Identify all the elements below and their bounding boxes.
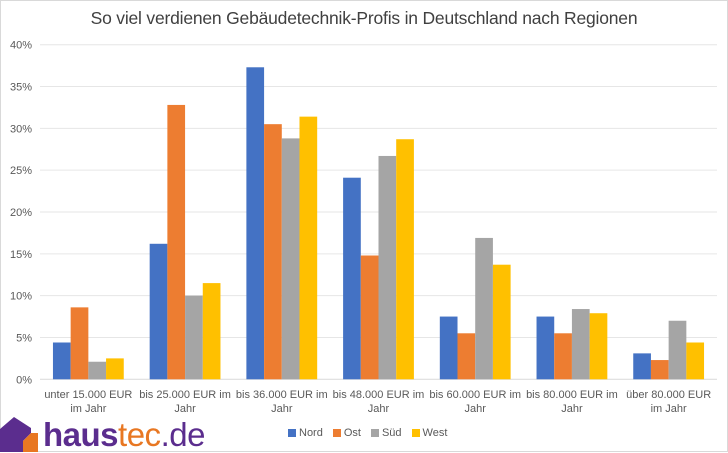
x-axis-labels: unter 15.000 EUR im Jahr bis 25.000 EUR im… — [44, 389, 711, 415]
y-tick-label: 5% — [16, 332, 32, 344]
x-tick-label: bis 25.000 EUR im — [139, 389, 231, 401]
bar-ost-3 — [360, 255, 379, 380]
y-tick-label: 25% — [10, 165, 32, 177]
legend: Nord Ost Süd West — [288, 427, 447, 439]
x-tick-label: Jahr — [561, 403, 583, 415]
y-tick-label: 30% — [10, 123, 32, 135]
bar-sued-0 — [88, 361, 107, 380]
legend-swatch — [288, 429, 296, 437]
legend-label: Süd — [381, 427, 402, 439]
bars — [52, 67, 705, 380]
logo-de: .de — [160, 416, 206, 453]
legend-item: Ost — [332, 427, 361, 439]
legend-swatch — [332, 429, 341, 437]
legend-label: West — [422, 427, 448, 439]
chart-title: So viel verdienen Gebäudetechnik-Profis … — [90, 8, 638, 28]
bar-sued-3 — [378, 155, 397, 380]
y-tick-label: 40% — [10, 40, 32, 52]
bar-west-5 — [589, 313, 608, 380]
logo-haus: haus — [43, 416, 119, 453]
haustec-logo: haustec.de — [0, 413, 205, 452]
legend-item: Nord — [288, 427, 323, 439]
x-tick-label: im Jahr — [651, 403, 687, 415]
bar-sued-2 — [281, 138, 300, 380]
bar-sued-4 — [475, 237, 493, 380]
x-tick-label: bis 48.000 EUR im — [333, 389, 425, 401]
bar-west-1 — [202, 283, 221, 380]
house-icon — [0, 417, 38, 452]
bar-sued-5 — [571, 309, 590, 380]
y-tick-label: 0% — [16, 374, 32, 386]
bar-nord-2 — [246, 67, 265, 380]
y-tick-label: 15% — [10, 249, 32, 261]
bar-nord-3 — [343, 177, 361, 380]
logo-text: haustec.de — [43, 418, 205, 452]
x-tick-label: bis 36.000 EUR im — [236, 389, 328, 401]
bar-sued-1 — [185, 295, 203, 380]
bar-ost-0 — [70, 307, 89, 380]
bar-sued-6 — [668, 320, 687, 380]
bar-ost-5 — [554, 333, 572, 380]
bar-nord-5 — [536, 316, 555, 380]
bar-ost-6 — [650, 360, 669, 380]
x-tick-label: Jahr — [368, 403, 390, 415]
y-tick-label: 10% — [10, 291, 32, 303]
x-tick-label: Jahr — [271, 403, 293, 415]
y-tick-label: 20% — [10, 207, 32, 219]
x-tick-label: im Jahr — [70, 403, 106, 415]
bar-ost-2 — [264, 124, 282, 380]
bar-nord-4 — [439, 316, 458, 380]
bar-west-2 — [299, 116, 318, 380]
logo-tec: tec — [118, 416, 161, 453]
bar-nord-0 — [52, 342, 71, 380]
legend-label: Nord — [299, 427, 323, 439]
legend-label: Ost — [343, 427, 361, 439]
bar-nord-6 — [633, 353, 651, 380]
bar-west-6 — [686, 342, 705, 380]
bar-west-4 — [492, 264, 511, 380]
legend-item: West — [411, 427, 448, 439]
bar-ost-4 — [457, 333, 476, 380]
x-tick-label: unter 15.000 EUR — [44, 389, 132, 401]
x-tick-label: bis 80.000 EUR im — [526, 389, 618, 401]
x-tick-label: bis 60.000 EUR im — [429, 389, 521, 401]
bar-nord-1 — [149, 243, 168, 380]
bar-ost-1 — [167, 104, 186, 380]
x-tick-label: Jahr — [465, 403, 487, 415]
legend-item: Süd — [370, 427, 402, 439]
y-axis-ticks: 0% 5% 10% 15% 20% 25% 30% 35% 40% — [10, 40, 32, 387]
legend-swatch — [370, 429, 379, 437]
y-tick-label: 35% — [10, 82, 32, 94]
x-tick-label: über 80.000 EUR — [626, 389, 711, 401]
legend-swatch — [411, 429, 420, 437]
bar-west-3 — [396, 139, 414, 380]
x-tick-label: Jahr — [174, 403, 196, 415]
bar-west-0 — [106, 358, 124, 380]
